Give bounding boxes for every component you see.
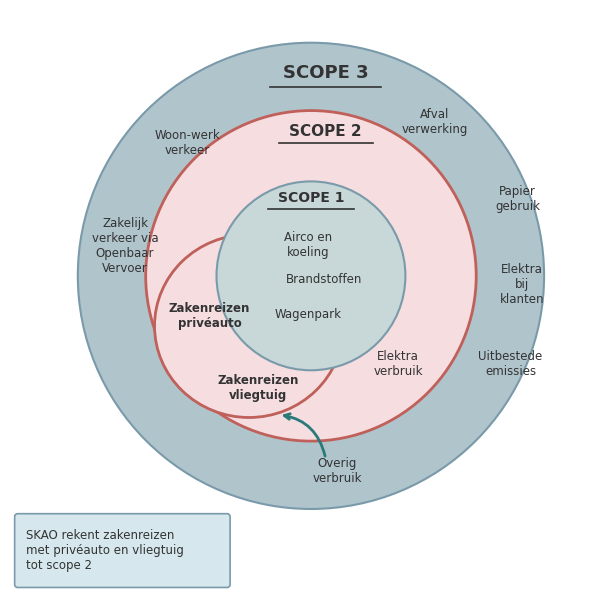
Text: SCOPE 2: SCOPE 2 bbox=[290, 124, 362, 139]
Text: Zakelijk
verkeer via
Openbaar
Vervoer: Zakelijk verkeer via Openbaar Vervoer bbox=[92, 217, 158, 275]
Text: Airco en
koeling: Airco en koeling bbox=[284, 231, 332, 259]
Circle shape bbox=[146, 110, 476, 441]
Circle shape bbox=[78, 43, 544, 509]
Text: Papier
gebruik: Papier gebruik bbox=[495, 185, 540, 213]
Text: Overig
verbruik: Overig verbruik bbox=[313, 457, 362, 484]
Text: SCOPE 1: SCOPE 1 bbox=[278, 191, 344, 205]
Text: Zakenreizen
vliegtuig: Zakenreizen vliegtuig bbox=[217, 374, 299, 402]
Text: Zakenreizen
privéauto: Zakenreizen privéauto bbox=[169, 302, 250, 330]
Ellipse shape bbox=[155, 234, 343, 417]
Text: Woon-werk
verkeer: Woon-werk verkeer bbox=[154, 129, 220, 157]
Text: Uitbestede
emissies: Uitbestede emissies bbox=[478, 350, 543, 378]
Text: Elektra
bij
klanten: Elektra bij klanten bbox=[500, 263, 545, 306]
FancyBboxPatch shape bbox=[15, 514, 230, 588]
Text: Wagenpark: Wagenpark bbox=[275, 308, 341, 321]
Text: SCOPE 3: SCOPE 3 bbox=[283, 65, 368, 82]
Text: Elektra
verbruik: Elektra verbruik bbox=[373, 350, 423, 378]
Circle shape bbox=[216, 181, 405, 370]
Text: SKAO rekent zakenreizen
met privéauto en vliegtuig
tot scope 2: SKAO rekent zakenreizen met privéauto en… bbox=[26, 529, 184, 572]
Text: Afval
verwerking: Afval verwerking bbox=[402, 109, 468, 136]
Text: Brandstoffen: Brandstoffen bbox=[286, 273, 362, 286]
